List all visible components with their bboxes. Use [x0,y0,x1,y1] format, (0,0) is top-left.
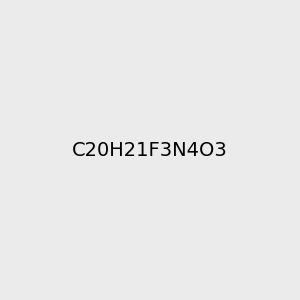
Text: C20H21F3N4O3: C20H21F3N4O3 [72,140,228,160]
